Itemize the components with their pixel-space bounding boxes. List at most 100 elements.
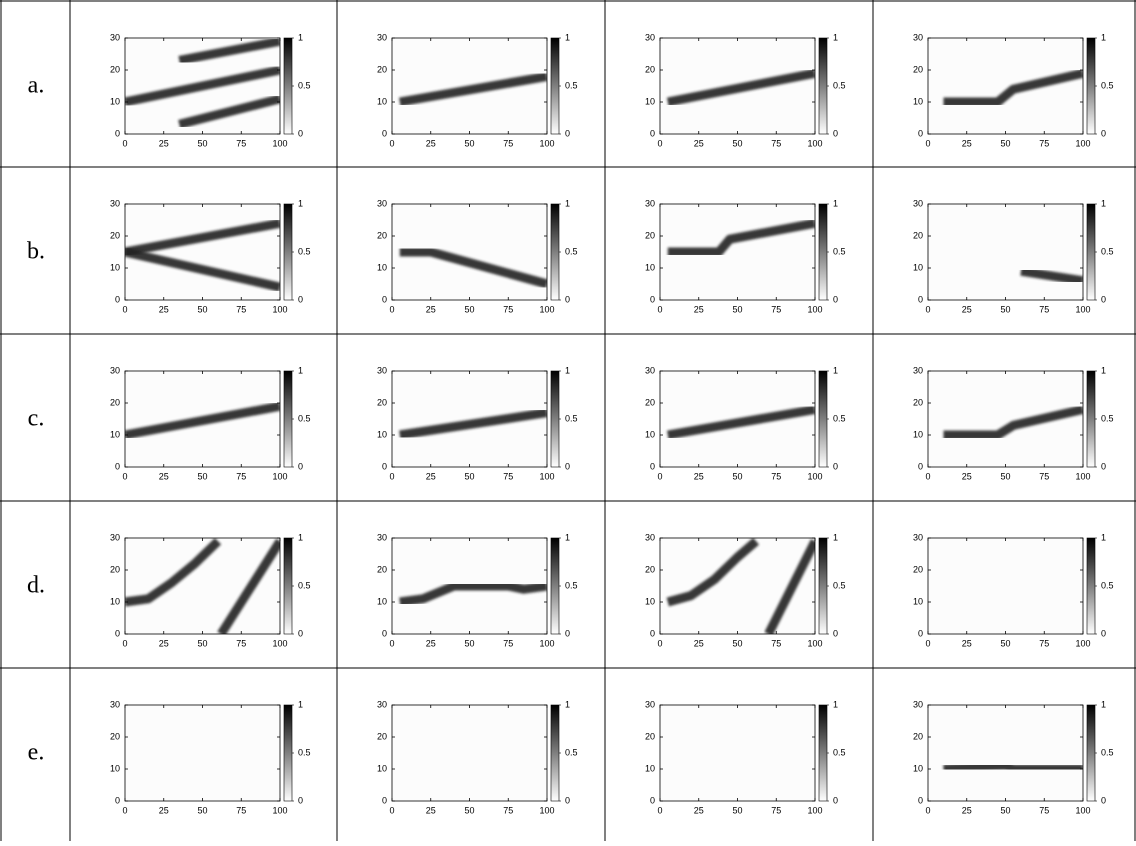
heatmap: 0 25 50 75 100 0 10 20 30 0 0.5 1 <box>913 32 1114 148</box>
x-tick-label: 25 <box>159 138 169 148</box>
colorbar <box>550 37 560 135</box>
y-tick-label: 0 <box>650 795 655 805</box>
colorbar-tick-label: 0 <box>1101 294 1106 304</box>
heatmap: 0 25 50 75 100 0 10 20 30 0 0.5 1 <box>110 32 311 148</box>
heatmap: 0 25 50 75 100 0 10 20 30 0 0.5 1 <box>110 198 311 314</box>
x-tick-label: 100 <box>807 138 822 148</box>
heatmap: 0 25 50 75 100 0 10 20 30 0 0.5 1 <box>110 365 311 481</box>
heatmap: 0 25 50 75 100 0 10 20 30 0 0.5 1 <box>913 365 1114 481</box>
x-tick-label: 75 <box>1039 138 1049 148</box>
colorbar-tick-label: 0 <box>833 294 838 304</box>
plot-area <box>928 38 1083 134</box>
colorbar-tick-label: 0 <box>1101 795 1106 805</box>
track <box>667 218 815 257</box>
y-tick-label: 30 <box>645 532 655 542</box>
y-tick-label: 20 <box>377 230 387 240</box>
x-tick-label: 100 <box>272 138 287 148</box>
track <box>399 71 547 107</box>
colorbar-tick-label: 0.5 <box>833 747 846 757</box>
heatmap: 0 25 50 75 100 0 10 20 30 0 0.5 1 <box>110 699 311 815</box>
track <box>667 404 815 440</box>
y-tick-label: 10 <box>110 96 120 106</box>
heatmap: 0 25 50 75 100 0 10 20 30 0 0.5 1 <box>645 32 846 148</box>
x-tick-label: 25 <box>694 471 704 481</box>
y-tick-label: 20 <box>377 397 387 407</box>
colorbar-tick-label: 1 <box>1101 198 1106 208</box>
x-tick-label: 75 <box>503 471 513 481</box>
y-tick-label: 20 <box>645 230 655 240</box>
y-tick-label: 20 <box>110 230 120 240</box>
track <box>943 405 1083 440</box>
x-tick-label: 25 <box>426 138 436 148</box>
y-tick-label: 0 <box>382 294 387 304</box>
track <box>943 68 1083 107</box>
track <box>125 65 280 107</box>
x-tick-label: 0 <box>389 304 394 314</box>
heatmap: 0 25 50 75 100 0 10 20 30 0 0.5 1 <box>913 699 1114 815</box>
x-tick-label: 75 <box>236 805 246 815</box>
colorbar-tick-label: 0 <box>833 128 838 138</box>
y-tick-label: 20 <box>645 564 655 574</box>
y-tick-label: 10 <box>377 763 387 773</box>
x-tick-label: 50 <box>1000 304 1010 314</box>
colorbar-tick-label: 1 <box>833 32 838 42</box>
x-tick-label: 25 <box>159 304 169 314</box>
colorbar-tick-label: 0.5 <box>1101 80 1114 90</box>
colorbar-tick-label: 0 <box>298 294 303 304</box>
plot-area <box>928 705 1083 801</box>
x-tick-label: 50 <box>732 138 742 148</box>
tracks <box>943 68 1083 107</box>
y-tick-label: 10 <box>377 262 387 272</box>
y-tick-label: 20 <box>645 64 655 74</box>
colorbar-tick-label: 0.5 <box>298 747 311 757</box>
colorbar-tick-label: 0.5 <box>565 413 578 423</box>
tracks <box>399 581 547 607</box>
y-tick-label: 20 <box>913 230 923 240</box>
heatmap: 0 25 50 75 100 0 10 20 30 0 0.5 1 <box>913 532 1114 648</box>
x-tick-label: 25 <box>426 304 436 314</box>
y-tick-label: 30 <box>913 699 923 709</box>
x-tick-label: 0 <box>122 638 127 648</box>
tracks <box>399 71 547 107</box>
colorbar-tick-label: 1 <box>833 699 838 709</box>
row-label: e. <box>28 740 45 766</box>
y-tick-label: 0 <box>382 628 387 638</box>
x-tick-label: 0 <box>925 304 930 314</box>
x-tick-label: 50 <box>732 638 742 648</box>
colorbar-tick-label: 1 <box>565 532 570 542</box>
colorbar-tick-label: 1 <box>298 365 303 375</box>
track <box>125 401 280 440</box>
heatmap: 0 25 50 75 100 0 10 20 30 0 0.5 1 <box>645 198 846 314</box>
colorbar-tick-label: 0 <box>298 461 303 471</box>
x-tick-label: 50 <box>732 471 742 481</box>
heatmap: 0 25 50 75 100 0 10 20 30 0 0.5 1 <box>377 32 578 148</box>
colorbar-tick-label: 0 <box>298 128 303 138</box>
tracks <box>125 401 280 440</box>
y-tick-label: 30 <box>377 198 387 208</box>
y-tick-label: 10 <box>913 763 923 773</box>
y-tick-label: 30 <box>913 532 923 542</box>
y-tick-label: 20 <box>110 731 120 741</box>
x-tick-label: 50 <box>197 471 207 481</box>
y-tick-label: 0 <box>650 461 655 471</box>
y-tick-label: 30 <box>913 365 923 375</box>
y-tick-label: 20 <box>913 564 923 574</box>
x-tick-label: 0 <box>657 138 662 148</box>
y-tick-label: 0 <box>115 461 120 471</box>
colorbar-tick-label: 0 <box>833 628 838 638</box>
y-tick-label: 30 <box>110 699 120 709</box>
x-tick-label: 50 <box>1000 638 1010 648</box>
y-tick-label: 0 <box>650 628 655 638</box>
y-tick-label: 0 <box>115 294 120 304</box>
x-tick-label: 25 <box>694 638 704 648</box>
tracks <box>666 538 815 634</box>
tracks <box>125 218 280 292</box>
colorbar-tick-label: 0.5 <box>565 80 578 90</box>
x-tick-label: 25 <box>962 471 972 481</box>
colorbar-tick-label: 0.5 <box>1101 580 1114 590</box>
x-tick-label: 100 <box>1075 805 1090 815</box>
x-tick-label: 50 <box>197 638 207 648</box>
colorbar-tick-label: 0 <box>1101 128 1106 138</box>
y-tick-label: 0 <box>382 128 387 138</box>
colorbar-tick-label: 0.5 <box>1101 246 1114 256</box>
